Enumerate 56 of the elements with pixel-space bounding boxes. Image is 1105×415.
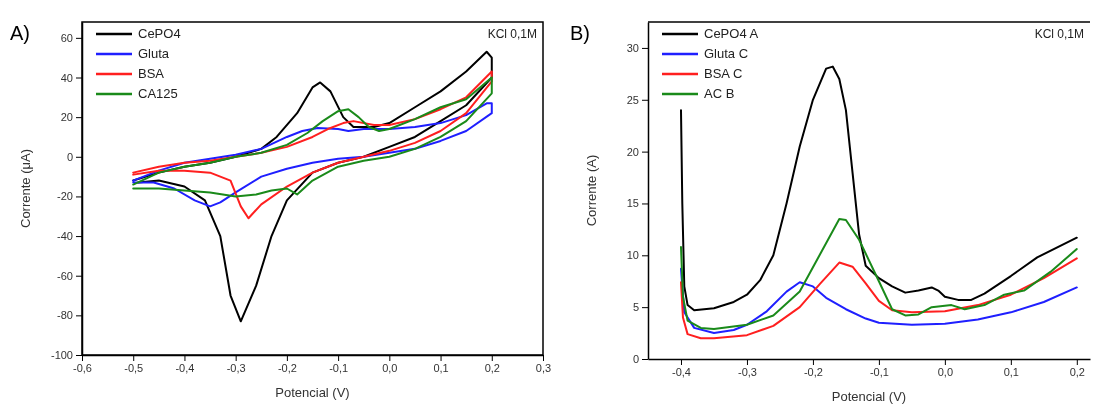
annotation: KCl 0,1M: [1034, 27, 1084, 41]
legend-label: Gluta: [138, 46, 170, 61]
x-tick-label: 0,0: [382, 361, 398, 374]
chart-title: B): [570, 22, 590, 44]
y-tick-label: 20: [60, 111, 73, 124]
line-series: [679, 65, 1078, 312]
y-tick-label: -20: [57, 190, 73, 203]
line-series: [679, 257, 1078, 340]
legend-label: AC B: [704, 86, 735, 101]
line-series: [132, 70, 493, 220]
y-tick-label: -60: [57, 269, 73, 282]
y-tick-label: 25: [626, 93, 639, 106]
x-tick-label: 0,1: [433, 361, 449, 374]
x-tick-label: -0,5: [124, 361, 144, 374]
x-tick-label: -0,3: [737, 365, 757, 378]
x-tick-label: 0,0: [937, 365, 954, 378]
legend-label: CA125: [138, 86, 178, 101]
legend-label: Gluta C: [704, 46, 749, 61]
legend-label: CePO4 A: [704, 26, 759, 41]
x-tick-label: 0,3: [535, 361, 552, 374]
y-tick-label: 60: [60, 31, 73, 44]
x-tick-label: 0,2: [1069, 365, 1085, 378]
y-tick-label: 10: [626, 249, 639, 262]
y-tick-label: 40: [60, 71, 73, 84]
x-tick-label: 0,1: [1003, 365, 1019, 378]
y-tick-label: 0: [66, 150, 73, 163]
line-series: [132, 102, 493, 208]
line-series: [679, 218, 1078, 330]
x-tick-label: -0,4: [672, 365, 691, 378]
y-tick-label: 20: [626, 145, 639, 158]
x-tick-label: -0,1: [869, 365, 889, 378]
chart-title: A): [10, 22, 30, 44]
y-tick-label: 30: [626, 41, 639, 54]
legend-label: BSA C: [704, 66, 743, 81]
x-tick-label: -0,1: [329, 361, 349, 374]
x-tick-label: 0,2: [484, 361, 500, 374]
y-tick-label: -40: [57, 230, 73, 243]
y-tick-label: -80: [57, 309, 73, 322]
y-tick-label: 5: [632, 301, 639, 314]
y-tick-label: -100: [50, 349, 73, 362]
line-series: [132, 76, 493, 198]
legend-label: BSA: [138, 66, 165, 81]
x-axis-title: Potencial (V): [275, 385, 350, 400]
x-tick-label: -0,3: [226, 361, 246, 374]
x-axis-title: Potencial (V): [831, 389, 907, 404]
x-tick-label: -0,4: [175, 361, 195, 374]
x-tick-label: -0,2: [803, 365, 823, 378]
x-tick-label: -0,2: [277, 361, 297, 374]
y-tick-label: 15: [626, 197, 639, 210]
legend-label: CePO4: [138, 26, 181, 41]
y-axis-title: Corrente (μA): [18, 148, 33, 229]
line-series: [679, 267, 1078, 335]
y-tick-label: 0: [632, 353, 639, 366]
y-axis-title: Corrente (A): [584, 154, 599, 227]
x-tick-label: -0,6: [73, 361, 92, 374]
annotation: KCl 0,1M: [487, 27, 537, 41]
